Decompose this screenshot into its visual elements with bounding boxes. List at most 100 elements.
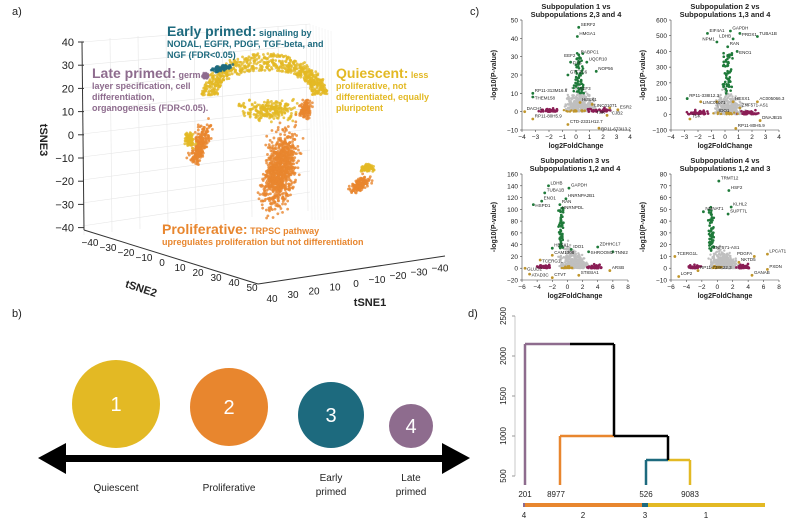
tsne-point [351,183,355,186]
ns-point [728,94,732,97]
sig-fc-point [742,110,746,114]
gene-point [575,35,579,38]
tsne-point [255,113,258,117]
sig-up-point [712,225,715,229]
gene-point [597,126,601,130]
sig-up-point [577,63,580,66]
tsne-point [261,184,265,188]
tsne-point [282,66,286,70]
panel-b-label: b) [12,308,22,320]
tsne-point [196,128,200,132]
tsne-point [260,67,264,71]
tsne-point [367,162,370,166]
gene-point [531,95,535,99]
tsne-point [255,66,258,70]
tsne-point [274,105,277,109]
ns-point [583,102,587,106]
tsne-point [274,114,277,118]
tsne-point [297,104,301,108]
ns-point [707,257,710,260]
tsne-point [213,88,216,92]
tsne-point [289,66,293,70]
tsne-point [241,55,244,59]
ns-point [578,109,581,113]
sig-up-point [574,78,577,81]
volcano-points [523,25,620,130]
tsne-point [232,67,236,71]
tsne-point [280,142,284,145]
ns-point [569,260,572,263]
tsne-point [299,67,303,71]
tsne-point [301,136,305,140]
tsne-point [289,115,293,119]
gene-point [531,203,535,207]
y-tick-label: 30 [210,273,222,284]
state-label: Proliferative [203,483,256,494]
z-tick-label: −40 [55,223,74,235]
tsne-point [283,160,287,164]
sig-up-point [710,213,713,216]
tsne-point [266,163,270,167]
tsne-point [260,109,263,113]
volcano-x-tick-label: 0 [566,284,570,291]
tsne-point [188,134,192,138]
panel-d-label: d) [468,308,478,320]
ns-point [580,253,584,257]
ns-point [583,94,586,97]
tsne-point [184,139,188,143]
tsne-point [307,116,311,120]
tsne-point [266,214,270,218]
ns-point [566,239,570,242]
tsne-point [319,81,323,84]
tsne-point [269,120,273,124]
tsne-point [280,111,284,115]
grid-line [81,86,311,112]
tsne-point [286,187,290,191]
volcano-x-label: log2FoldChange [548,293,603,300]
tsne-point [201,91,205,95]
ns-point [716,261,720,264]
volcano-points [685,29,762,130]
sig-up-point [558,232,562,235]
fc-point [568,110,572,113]
tsne-point [267,197,271,201]
volcano-x-tick-label: −4 [667,134,675,141]
tsne-point [238,65,241,69]
tsne-point [249,67,253,71]
tsne-point [236,57,240,61]
gene-point [731,37,735,41]
ns-point [592,97,595,100]
tsne-point [241,109,245,113]
tsne-point [321,86,325,90]
tsne-point [305,77,309,81]
tsne-point [271,154,275,158]
sig-fc-point [706,112,710,115]
volcano-title: Subpopulations 1,2 and 4 [530,164,622,173]
ns-point [563,261,566,264]
tsne-point [272,112,276,116]
tsne-point [274,102,277,105]
tsne-point [306,98,310,102]
gene-point [590,102,594,106]
volcano-x-tick-label: 1 [588,134,592,141]
tsne-point [277,192,281,195]
volcano-title: Subpopulations 1,3 and 4 [680,10,772,19]
tsne-point [272,136,276,140]
ns-point [728,258,732,262]
tsne-point [267,64,271,67]
gene-point [577,25,581,29]
tsne-point [288,131,291,135]
sig-fc-point [546,110,550,113]
tsne-point [229,69,233,73]
volcano-x-tick-label: −2 [694,134,702,141]
tsne-point [266,158,269,162]
arrow-left-head [38,443,66,474]
tsne-point [307,74,311,78]
tsne-point [243,105,246,109]
volcano-x-tick-label: −2 [545,134,553,141]
tsne-point [281,156,285,160]
volcano-y-tick-label: 600 [656,18,667,25]
tsne-point [271,186,275,189]
tsne-point [221,67,225,71]
tsne-point [284,54,288,58]
